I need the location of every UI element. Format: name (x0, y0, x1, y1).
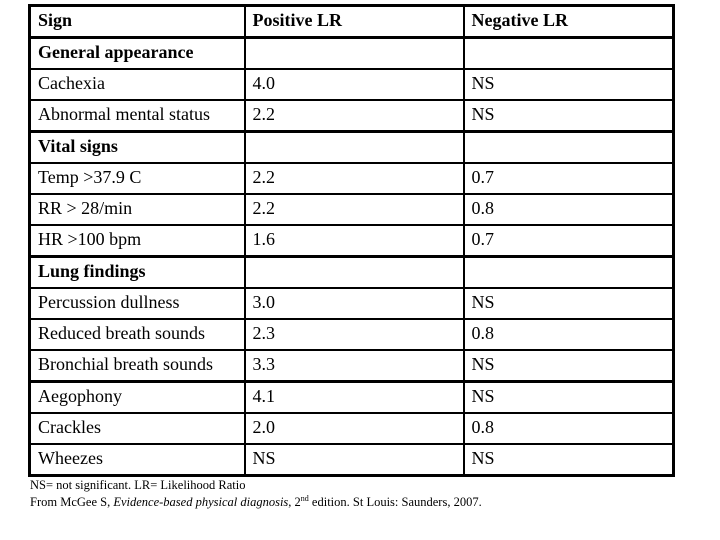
table-row: Percussion dullness 3.0 NS (28, 287, 675, 320)
sign-cell: Temp >37.9 C (28, 162, 246, 195)
negative-lr-cell: 0.7 (462, 162, 675, 195)
negative-lr-cell (462, 130, 675, 164)
citation-suffix: edition. St Louis: Saunders, 2007. (308, 495, 482, 509)
table-row: HR >100 bpm 1.6 0.7 (28, 224, 675, 258)
negative-lr-cell: NS (462, 380, 675, 414)
negative-lr-cell (462, 36, 675, 70)
sign-cell: HR >100 bpm (28, 224, 246, 258)
section-header-row: Lung findings (28, 255, 675, 289)
section-header-row: Vital signs (28, 130, 675, 164)
citation-mid: , 2 (288, 495, 301, 509)
positive-lr-cell: 3.3 (243, 349, 465, 383)
negative-lr-cell: NS (462, 443, 675, 477)
table-row: Bronchial breath sounds 3.3 NS (28, 349, 675, 383)
sign-cell: Wheezes (28, 443, 246, 477)
negative-lr-cell (462, 255, 675, 289)
citation-ordinal-suffix: nd (300, 493, 309, 503)
table-row: Temp >37.9 C 2.2 0.7 (28, 162, 675, 195)
positive-lr-cell: 2.0 (243, 412, 465, 445)
footnote-citation: From McGee S, Evidence-based physical di… (30, 494, 482, 511)
positive-lr-cell (243, 130, 465, 164)
table-row: Crackles 2.0 0.8 (28, 412, 675, 445)
table-row: RR > 28/min 2.2 0.8 (28, 193, 675, 226)
citation-prefix: From McGee S, (30, 495, 114, 509)
footnote-abbreviations: NS= not significant. LR= Likelihood Rati… (30, 478, 246, 492)
footnote: NS= not significant. LR= Likelihood Rati… (30, 477, 482, 511)
negative-lr-cell: NS (462, 349, 675, 383)
sign-cell: RR > 28/min (28, 193, 246, 226)
table-row: Abnormal mental status 2.2 NS (28, 99, 675, 133)
positive-lr-cell: 3.0 (243, 287, 465, 320)
section-header-row: General appearance (28, 36, 675, 70)
likelihood-ratio-table: Sign Positive LR Negative LR General app… (28, 4, 675, 477)
positive-lr-cell: 4.1 (243, 380, 465, 414)
sign-cell: Reduced breath sounds (28, 318, 246, 351)
negative-lr-cell: 0.8 (462, 412, 675, 445)
column-header-sign: Sign (28, 4, 246, 39)
sign-cell: Abnormal mental status (28, 99, 246, 133)
table-row: Aegophony 4.1 NS (28, 380, 675, 414)
positive-lr-cell: 2.3 (243, 318, 465, 351)
sign-cell: Percussion dullness (28, 287, 246, 320)
sign-cell: Cachexia (28, 68, 246, 101)
column-header-positive-lr: Positive LR (243, 4, 465, 39)
sign-cell: Aegophony (28, 380, 246, 414)
negative-lr-cell: 0.8 (462, 193, 675, 226)
positive-lr-cell: NS (243, 443, 465, 477)
positive-lr-cell: 2.2 (243, 193, 465, 226)
negative-lr-cell: NS (462, 287, 675, 320)
table-row: Wheezes NS NS (28, 443, 675, 477)
table-header-row: Sign Positive LR Negative LR (28, 4, 675, 39)
positive-lr-cell: 2.2 (243, 99, 465, 133)
positive-lr-cell: 2.2 (243, 162, 465, 195)
positive-lr-cell: 4.0 (243, 68, 465, 101)
positive-lr-cell (243, 36, 465, 70)
negative-lr-cell: 0.8 (462, 318, 675, 351)
sign-cell: Crackles (28, 412, 246, 445)
sign-cell: General appearance (28, 36, 246, 70)
sign-cell: Lung findings (28, 255, 246, 289)
negative-lr-cell: NS (462, 99, 675, 133)
table-row: Cachexia 4.0 NS (28, 68, 675, 101)
positive-lr-cell: 1.6 (243, 224, 465, 258)
negative-lr-cell: NS (462, 68, 675, 101)
table-row: Reduced breath sounds 2.3 0.8 (28, 318, 675, 351)
citation-book-title: Evidence-based physical diagnosis (113, 495, 289, 509)
negative-lr-cell: 0.7 (462, 224, 675, 258)
column-header-negative-lr: Negative LR (462, 4, 675, 39)
positive-lr-cell (243, 255, 465, 289)
sign-cell: Vital signs (28, 130, 246, 164)
sign-cell: Bronchial breath sounds (28, 349, 246, 383)
